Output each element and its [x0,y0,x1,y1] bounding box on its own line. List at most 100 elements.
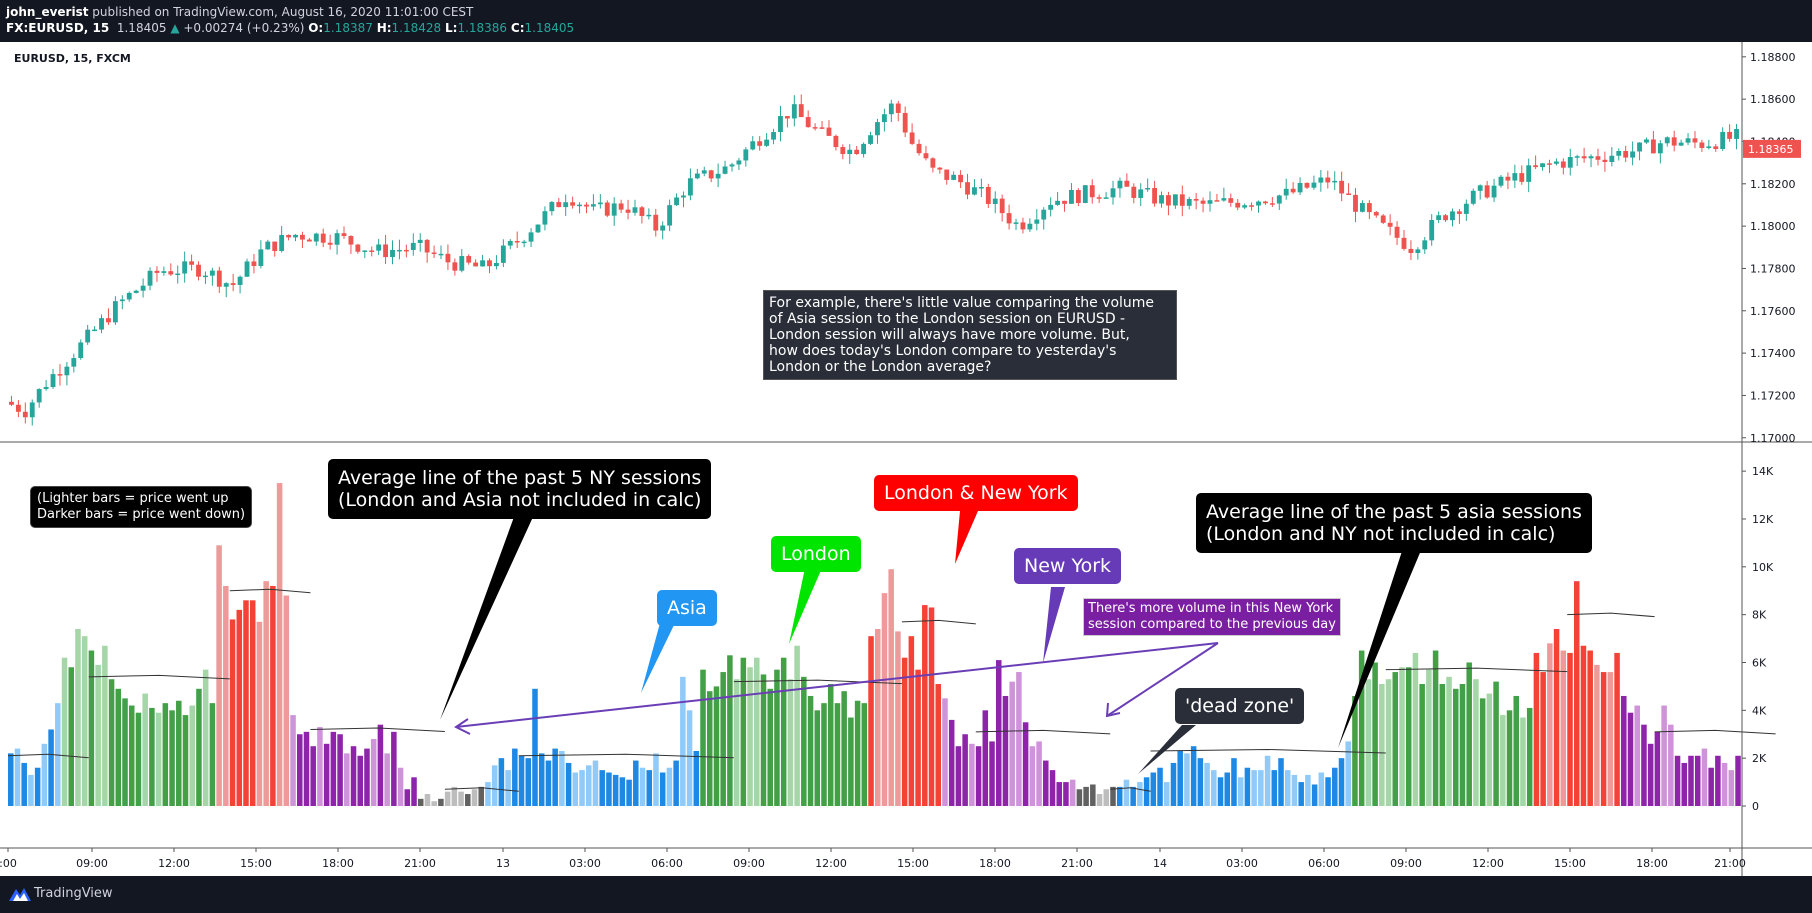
volume-bar [1338,758,1345,806]
volume-bar [1594,664,1600,806]
volume-bar [1164,782,1170,806]
volume-bar [1029,746,1036,806]
volume-bar [404,789,411,806]
tradingview-logo-icon [9,888,31,901]
time-axis[interactable]: :00 09:00 12:00 15:00 18:00 21:00 13 03:00 06:00… [0,848,1746,870]
volume-bar [344,753,350,806]
candle-body [798,104,804,118]
candle-body [1484,185,1490,198]
candle-body [306,239,312,242]
dead-zone-tag: 'dead zone' [1175,688,1305,724]
volume-bar [807,695,814,806]
symbol-name[interactable]: FX:EURUSD, 15 [6,21,110,35]
volume-bar [465,794,471,806]
volume-bar [1426,669,1432,806]
candle-body [999,198,1005,214]
candle-body [1103,197,1109,199]
volume-bar [1580,645,1587,806]
volume-bar [1244,767,1251,806]
candle-body [480,260,485,267]
candle-body [507,240,513,246]
candle-body [577,204,582,207]
average-line [1567,612,1655,618]
volume-bar [1278,758,1284,806]
candle-body [92,329,98,332]
candle-body [1069,190,1074,204]
candle-body [99,318,104,330]
volume-bar [666,767,673,806]
volume-axis[interactable]: 14K 12K 10K 8K 6K 4K 2K 0 [1742,465,1774,813]
time-tick-label: 06:00 [1308,857,1340,870]
candle-body [1228,198,1234,203]
volume-bar [1022,722,1029,806]
candle-body [1540,163,1545,168]
volume-bar [1284,770,1291,806]
asia-average-line-1: Average line of the past 5 asia sessions [1206,501,1582,523]
author-name[interactable]: john_everist [6,5,89,19]
candle-body [909,132,915,144]
volume-pane[interactable] [7,483,1776,806]
volume-bar [417,798,424,806]
volume-bar [801,676,807,806]
candle-body [452,262,458,271]
chart-canvas[interactable]: 1.188001.186001.184001.182001.180001.178… [0,42,1812,876]
candle-body [736,160,742,165]
volume-bar [303,731,310,806]
volume-bar [1607,672,1614,806]
candle-body [958,174,964,183]
candle-body [1359,203,1365,212]
ny-average-line-2: (London and Asia not included in calc) [338,489,702,511]
volume-bar [1674,755,1681,806]
volume-bar [1547,643,1553,806]
footer-brand[interactable]: TradingView [34,886,113,901]
volume-bar [1177,750,1183,806]
candle-body [1491,185,1497,198]
volume-bar [787,679,794,806]
volume-bar [1056,782,1062,806]
candle-body [64,366,70,376]
candle-body [417,239,423,243]
candle-body [223,283,229,287]
volume-bar [774,669,780,806]
candle-body [1124,180,1130,187]
candle-body [764,139,770,146]
volume-bar [1479,698,1486,806]
candle-body [881,114,887,123]
candle-body [1242,205,1248,208]
candle-body [106,318,111,323]
candle-body [390,249,395,258]
volume-bar [599,770,605,806]
volume-bar [1453,688,1459,806]
volume-bar [1379,684,1385,806]
candle-body [1505,176,1511,181]
volume-bar [673,760,679,806]
volume-bar [740,657,747,806]
price-axis[interactable]: 1.188001.186001.184001.182001.180001.178… [1742,51,1796,445]
londonny-tag-pointer [955,511,978,564]
candle-body [1470,190,1476,204]
time-tick-label: 12:00 [158,857,190,870]
volume-bar [1446,676,1452,806]
volume-bar [95,664,101,806]
volume-bar [982,710,989,806]
volume-bar [1721,762,1728,806]
volume-bar [1123,779,1130,806]
candle-body [1581,156,1587,159]
candle-body [674,197,679,206]
time-tick-label: 12:00 [1472,857,1504,870]
volume-bar [1110,786,1116,806]
candle-body [1235,202,1241,208]
volume-bar [491,765,498,806]
volume-tick-label: 12K [1752,513,1774,526]
candle-body [875,122,880,136]
candle-body [701,170,707,174]
volume-bar [1009,681,1015,806]
candle-body [1145,187,1151,190]
volume-bar [814,710,821,806]
price-pane[interactable] [9,94,1739,426]
volume-bar [1533,652,1540,806]
volume-bar [364,748,370,806]
volume-bar [1318,772,1325,806]
average-line [229,588,311,594]
volume-tick-label: 0 [1752,800,1759,813]
